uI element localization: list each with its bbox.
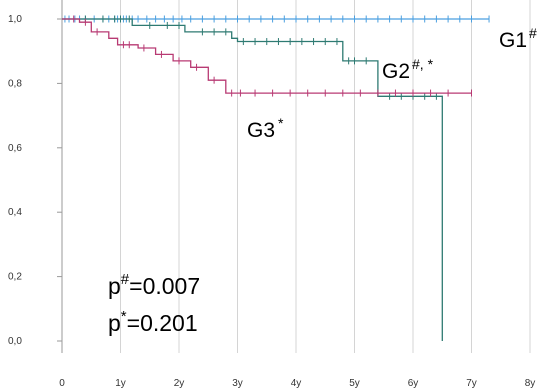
- y-tick-label: 0,6: [8, 143, 22, 154]
- series-g3: [62, 15, 472, 97]
- p-value-2-text: =0.201: [127, 310, 198, 336]
- series-label-g1-sup: #: [529, 25, 537, 41]
- x-tick-label: 1y: [115, 378, 126, 389]
- x-tick-label: 8y: [525, 378, 536, 389]
- series-label-g2-sup: #, *: [412, 56, 434, 72]
- x-tick-label: 5y: [349, 378, 360, 389]
- x-tick-label: 7y: [466, 378, 477, 389]
- series-label-g3: G3 *: [247, 115, 284, 142]
- series-label-g2: G2 #, *: [382, 56, 434, 83]
- gridlines: [61, 0, 531, 353]
- series-g2: [62, 15, 443, 341]
- series-label-g3-sup: *: [278, 115, 284, 131]
- p-value-1: p#=0.007: [108, 271, 200, 299]
- series-label-g1: G1 #: [499, 25, 537, 52]
- p-value-1-text: =0.007: [129, 273, 200, 299]
- p-value-2: p*=0.201: [108, 308, 198, 336]
- y-tick-label: 1,0: [8, 14, 22, 25]
- series-line-g3: [62, 18, 472, 94]
- y-tick-label: 0,0: [8, 336, 22, 347]
- series-layer: [62, 15, 490, 341]
- y-tick-label: 0,2: [8, 272, 22, 283]
- x-tick-label: 2y: [174, 378, 185, 389]
- y-tick-label: 0,4: [8, 207, 22, 218]
- y-tick-label: 0,8: [8, 78, 22, 89]
- axes: 0 1y 2y 3y 4y 5y 6y 7y 8y 0,0 0,2 0,4 0,6 0,8 1,0: [8, 0, 535, 389]
- x-tick-label: 3y: [232, 378, 243, 389]
- x-tick-label: 6y: [408, 378, 419, 389]
- p-value-1-sup: #: [121, 271, 130, 288]
- p-value-2-sup: *: [121, 308, 127, 325]
- x-tick-label: 0: [59, 378, 65, 389]
- x-tick-label: 4y: [291, 378, 302, 389]
